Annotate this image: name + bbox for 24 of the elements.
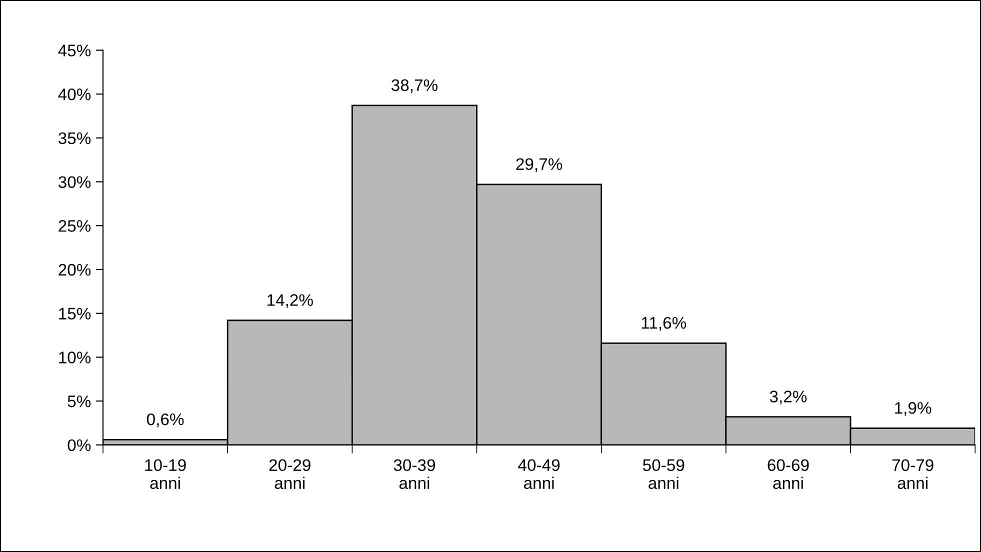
- y-tick-label: 45%: [58, 44, 91, 56]
- x-tick-label: 20-29 anni: [269, 459, 310, 489]
- data-label: 11,6%: [642, 316, 686, 331]
- data-label: 38,7%: [391, 79, 438, 94]
- data-label: 14,2%: [268, 294, 313, 308]
- data-label: 29,7%: [516, 158, 562, 172]
- x-tick-label: 10-19 anni: [145, 459, 186, 489]
- x-tick-label: 70-79 anni: [892, 459, 934, 489]
- x-tick-label: 40-49 anni: [518, 459, 560, 489]
- y-tick-label: 40%: [58, 88, 91, 100]
- x-tick-label: 30-39 anni: [394, 459, 435, 489]
- x-tick-label: 60-69 anni: [768, 459, 809, 489]
- y-tick-label: 15%: [59, 308, 91, 320]
- y-tick-label: 0%: [68, 439, 91, 452]
- y-tick-label: 5%: [68, 396, 91, 408]
- data-label: 0,6%: [146, 413, 184, 428]
- y-tick-label: 30%: [58, 176, 91, 188]
- y-tick-label: 10%: [59, 352, 91, 364]
- y-tick-label: 20%: [58, 264, 91, 276]
- y-tick-label: 25%: [58, 220, 91, 232]
- x-tick-label: 50-59 anni: [643, 459, 684, 489]
- data-label: 3,2%: [770, 390, 807, 404]
- y-tick-label: 35%: [58, 132, 91, 144]
- data-label: 1,9%: [895, 402, 932, 416]
